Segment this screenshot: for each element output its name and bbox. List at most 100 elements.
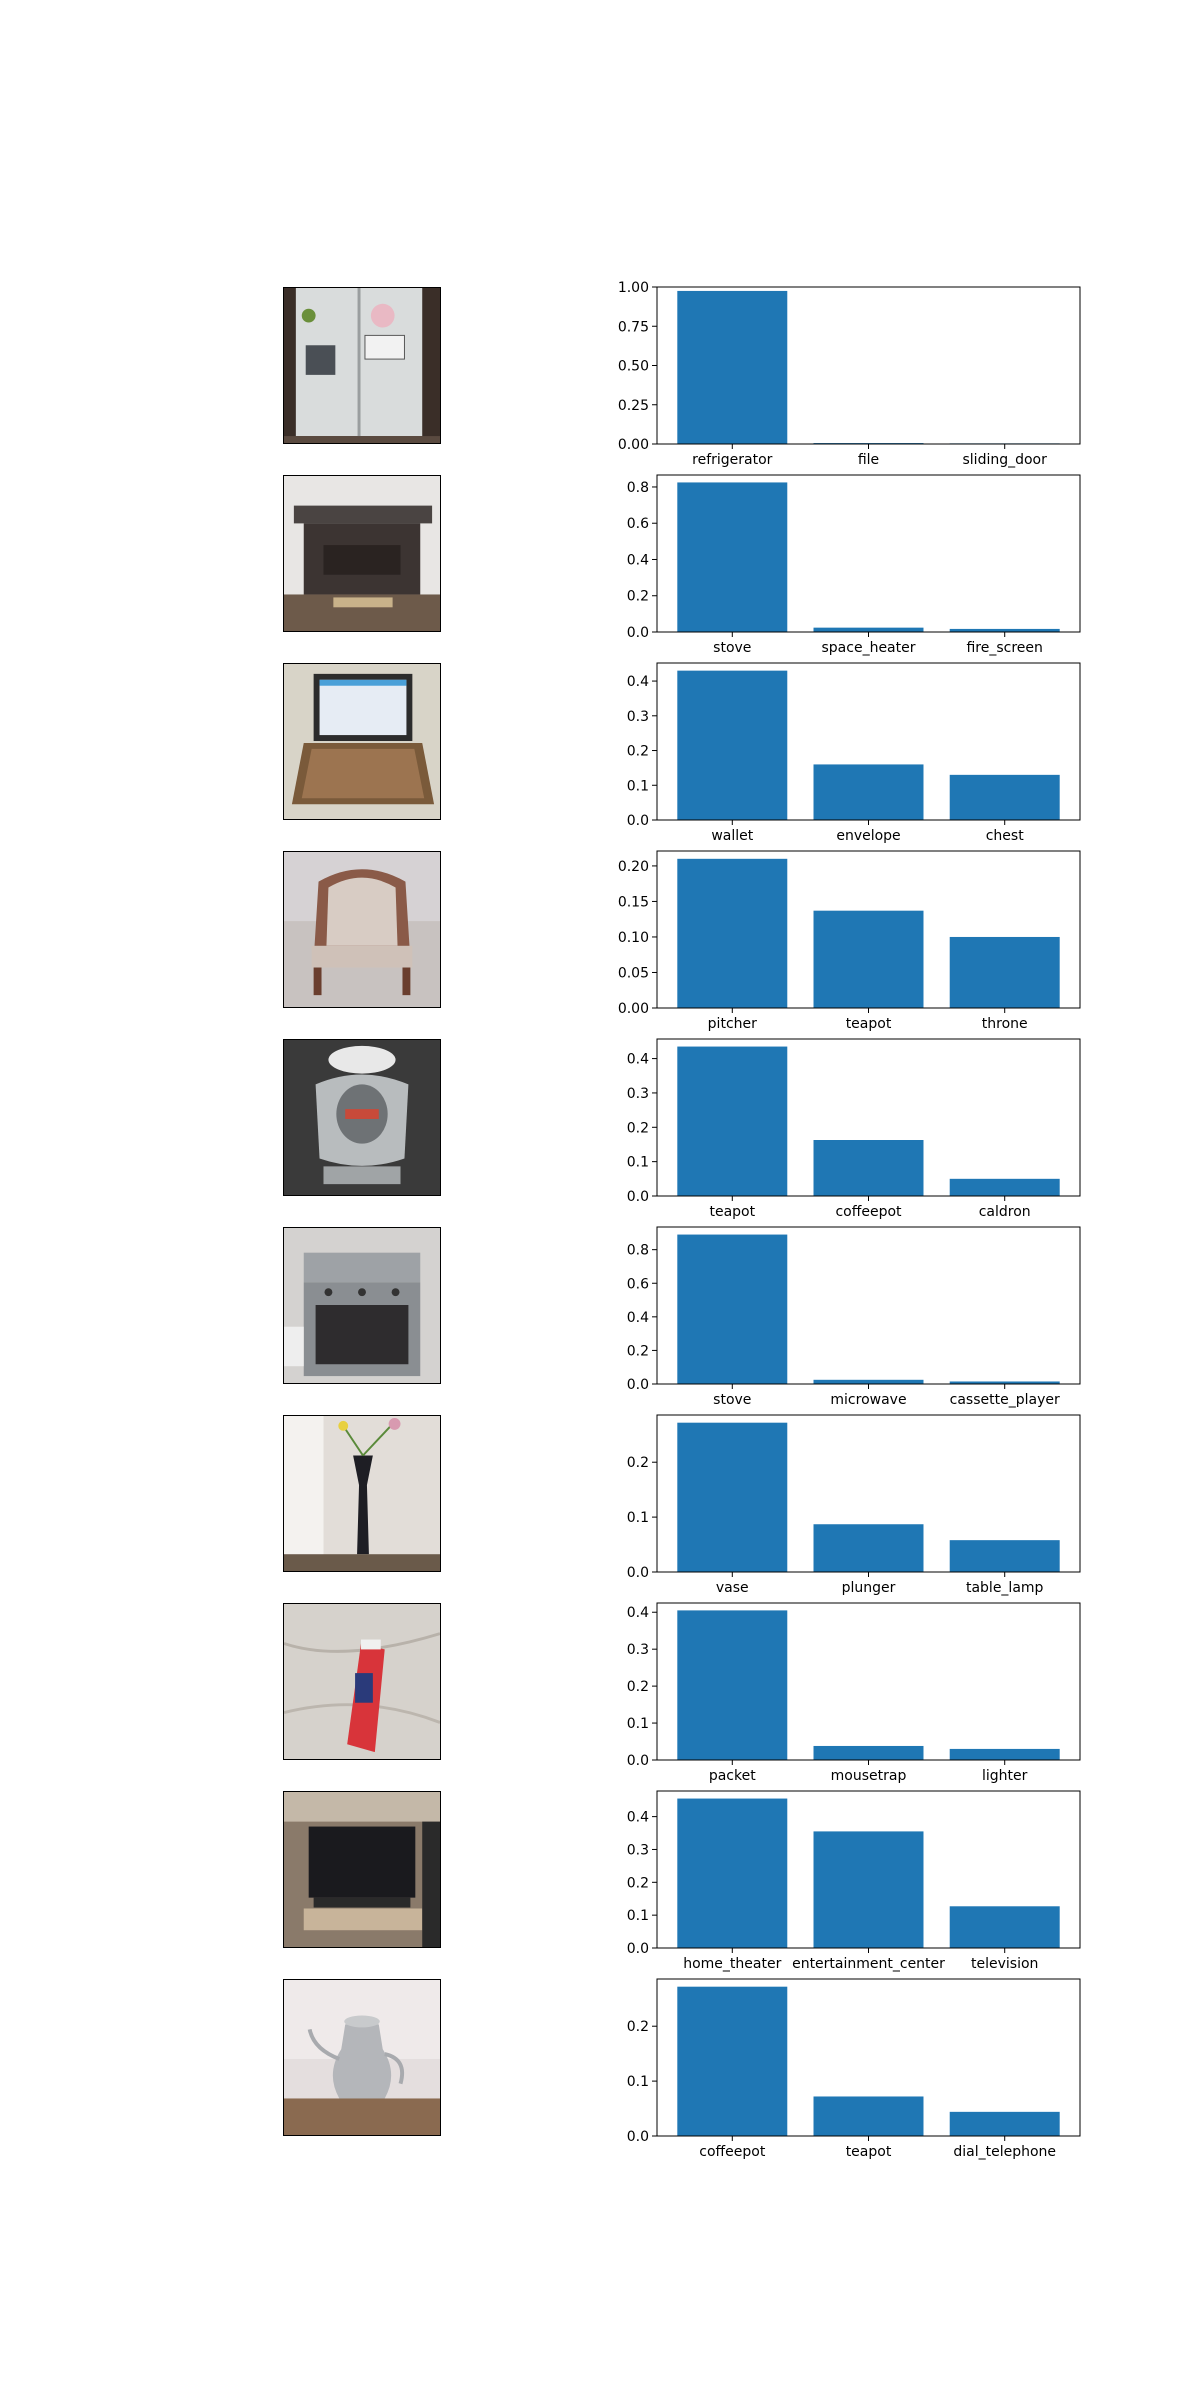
y-tick-label: 0.4 [627, 1310, 649, 1326]
y-tick-label: 0.0 [627, 1941, 649, 1957]
x-tick-label: teapot [846, 2144, 892, 2160]
x-tick-label: pitcher [708, 1016, 757, 1032]
y-tick-label: 0.1 [627, 778, 649, 794]
chart-9: 0.0 0.1 0.2 coffeepot teapot dial_telephone [627, 1978, 1081, 2160]
y-tick-label: 0.1 [627, 1716, 649, 1732]
y-tick-label: 0.3 [627, 1086, 649, 1102]
bar-table_lamp [949, 1540, 1060, 1572]
y-tick-label: 0.4 [627, 1605, 649, 1621]
x-tick-label: cassette_player [950, 1392, 1060, 1408]
x-tick-label: table_lamp [966, 1580, 1044, 1596]
y-tick-label: 0.10 [618, 930, 649, 946]
teapot-photo [283, 1039, 441, 1196]
chart-0: 0.00 0.25 0.50 0.75 1.00 refrigerator file slid… [618, 280, 1081, 468]
x-tick-label: wallet [711, 828, 753, 844]
chart-8: 0.0 0.1 0.2 0.3 0.4 home_theater entertainment… [627, 1790, 1081, 1972]
y-tick-label: 0.2 [627, 744, 649, 760]
chart-2: 0.0 0.1 0.2 0.3 0.4 wallet envelope chest [627, 662, 1081, 844]
bar-envelope [813, 764, 924, 820]
bar-vase [677, 1422, 788, 1572]
y-tick-label: 0.1 [627, 2074, 649, 2090]
x-tick-label: coffeepot [835, 1204, 902, 1220]
bar-teapot [813, 2096, 924, 2136]
bar-teapot [677, 1046, 788, 1196]
y-tick-label: 0.6 [627, 1276, 649, 1292]
bar-fire_screen [949, 628, 1060, 632]
y-tick-label: 0.0 [627, 813, 649, 829]
bar-lighter [949, 1748, 1060, 1760]
toothpaste-photo [283, 1603, 441, 1760]
television-photo [283, 1791, 441, 1948]
y-tick-label: 0.8 [627, 480, 649, 496]
y-tick-label: 0.1 [627, 1155, 649, 1171]
bar-home_theater [677, 1798, 788, 1948]
x-tick-label: space_heater [822, 640, 916, 656]
x-tick-label: envelope [836, 828, 900, 844]
y-tick-label: 0.0 [627, 1377, 649, 1393]
y-tick-label: 0.8 [627, 1243, 649, 1259]
x-tick-label: lighter [982, 1768, 1028, 1784]
x-tick-label: television [971, 1956, 1038, 1972]
bar-cassette_player [949, 1381, 1060, 1384]
y-tick-label: 0.4 [627, 1810, 649, 1826]
y-tick-label: 0.2 [627, 589, 649, 605]
bar-coffeepot [813, 1140, 924, 1196]
y-tick-label: 0.1 [627, 1908, 649, 1924]
bar-microwave [813, 1379, 924, 1384]
bar-teapot [813, 910, 924, 1008]
bar-throne [949, 936, 1060, 1008]
bar-dial_telephone [949, 2111, 1060, 2136]
bar-plunger [813, 1524, 924, 1572]
y-tick-label: 0.0 [627, 625, 649, 641]
chart-4: 0.0 0.1 0.2 0.3 0.4 teapot coffeepot caldron [627, 1038, 1081, 1220]
bar-coffeepot [677, 1986, 788, 2136]
x-tick-label: file [858, 452, 879, 468]
y-tick-label: 0.0 [627, 1753, 649, 1769]
x-tick-label: throne [982, 1016, 1028, 1032]
y-tick-label: 0.6 [627, 516, 649, 532]
y-tick-label: 0.4 [627, 1052, 649, 1068]
bar-packet [677, 1610, 788, 1760]
y-tick-label: 1.00 [618, 280, 649, 296]
y-tick-label: 0.2 [627, 1343, 649, 1359]
y-tick-label: 0.00 [618, 1001, 649, 1017]
y-tick-label: 0.0 [627, 1189, 649, 1205]
y-tick-label: 0.2 [627, 1679, 649, 1695]
bar-space_heater [813, 627, 924, 632]
bar-television [949, 1906, 1060, 1948]
y-tick-label: 0.3 [627, 1842, 649, 1858]
x-tick-label: mousetrap [831, 1768, 907, 1784]
x-tick-label: fire_screen [966, 640, 1042, 656]
y-tick-label: 0.2 [627, 1875, 649, 1891]
y-tick-label: 0.2 [627, 1120, 649, 1136]
y-tick-label: 0.3 [627, 709, 649, 725]
stove-photo-2 [283, 1227, 441, 1384]
bar-stove [677, 1234, 788, 1384]
armchair-photo [283, 851, 441, 1008]
y-tick-label: 0.4 [627, 674, 649, 690]
x-tick-label: refrigerator [692, 452, 773, 468]
bar-wallet [677, 670, 788, 820]
chart-1: 0.0 0.2 0.4 0.6 0.8 stove space_heater fire_scr… [627, 474, 1081, 656]
y-tick-label: 0.4 [627, 552, 649, 568]
x-tick-label: teapot [846, 1016, 892, 1032]
x-tick-label: packet [709, 1768, 756, 1784]
x-tick-label: sliding_door [963, 452, 1048, 468]
y-tick-label: 0.20 [618, 859, 649, 875]
x-tick-label: vase [716, 1580, 749, 1596]
y-tick-label: 0.05 [618, 965, 649, 981]
bar-entertainment_center [813, 1831, 924, 1948]
y-tick-label: 0.25 [618, 398, 649, 414]
bar-pitcher [677, 858, 788, 1008]
y-tick-label: 0.2 [627, 2019, 649, 2035]
bar-mousetrap [813, 1745, 924, 1760]
chart-5: 0.0 0.2 0.4 0.6 0.8 stove microwave cassette_pl… [627, 1226, 1081, 1408]
bar-stove [677, 482, 788, 632]
x-tick-label: stove [713, 1392, 751, 1408]
x-tick-label: home_theater [683, 1956, 781, 1972]
y-tick-label: 0.00 [618, 437, 649, 453]
chart-3: 0.00 0.05 0.10 0.15 0.20 pitcher teapot throne [618, 850, 1081, 1032]
laptop-photo [283, 663, 441, 820]
